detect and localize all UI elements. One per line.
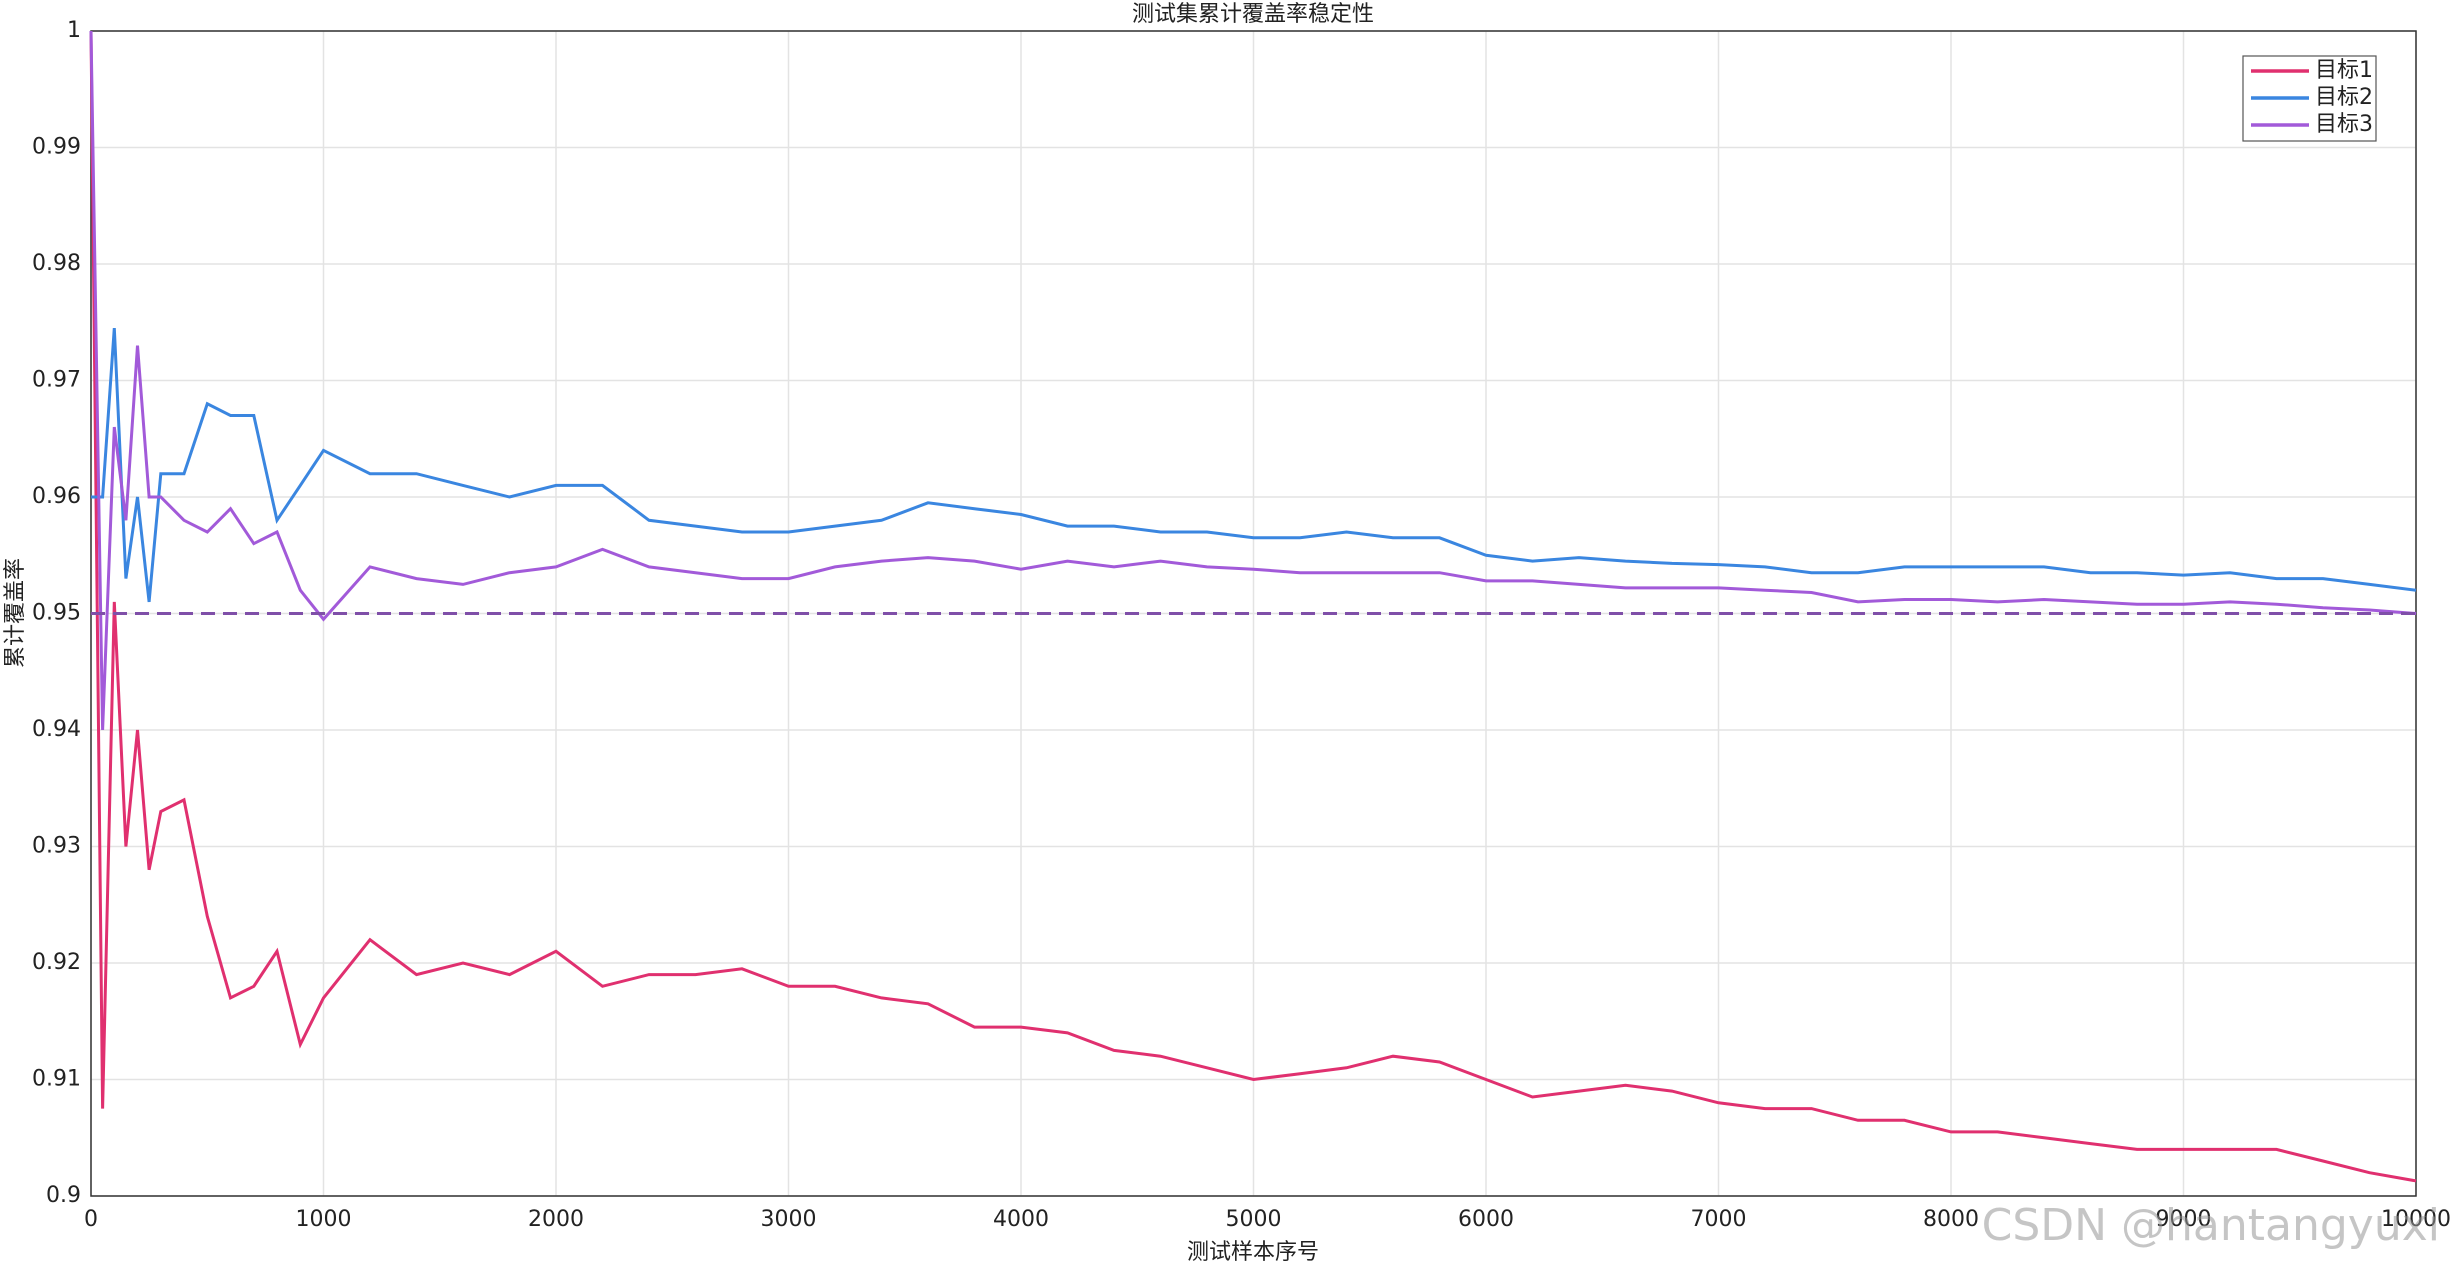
y-tick-label: 0.96: [32, 484, 81, 509]
x-tick-label: 7000: [1691, 1207, 1747, 1232]
x-tick-label: 1000: [296, 1207, 352, 1232]
legend-label: 目标3: [2315, 112, 2373, 137]
y-tick-label: 0.91: [32, 1067, 81, 1092]
y-tick-label: 0.97: [32, 368, 81, 393]
x-tick-label: 2000: [528, 1207, 584, 1232]
data-line: [91, 327, 2417, 603]
y-tick-label: 0.94: [32, 717, 81, 742]
watermark: CSDN @hantangyuxi: [1982, 1200, 2440, 1251]
legend-label: 目标1: [2315, 58, 2373, 83]
y-tick-label: 0.9: [46, 1183, 81, 1208]
legend-label: 目标2: [2315, 85, 2373, 110]
y-tick-label: 0.95: [32, 601, 81, 626]
y-tick-label: 0.93: [32, 834, 81, 859]
x-tick-label: 0: [84, 1207, 98, 1232]
y-tick-label: 0.99: [32, 135, 81, 160]
x-tick-label: 5000: [1226, 1207, 1282, 1232]
x-tick-label: 6000: [1458, 1207, 1514, 1232]
y-tick-label: 1: [67, 18, 81, 43]
y-tick-label: 0.92: [32, 950, 81, 975]
x-axis-label: 测试样本序号: [1187, 1240, 1319, 1265]
chart-title: 测试集累计覆盖率稳定性: [1132, 2, 1374, 27]
x-tick-label: 9000: [2156, 1207, 2212, 1232]
data-line: [89, 30, 2417, 731]
x-tick-label: 3000: [761, 1207, 817, 1232]
x-tick-label: 4000: [993, 1207, 1049, 1232]
x-tick-label: 8000: [1923, 1207, 1979, 1232]
y-axis-label: 累计覆盖率: [3, 558, 28, 668]
y-tick-label: 0.98: [32, 251, 81, 276]
x-tick-label: 10000: [2381, 1207, 2451, 1232]
data-line: [89, 30, 2417, 1183]
